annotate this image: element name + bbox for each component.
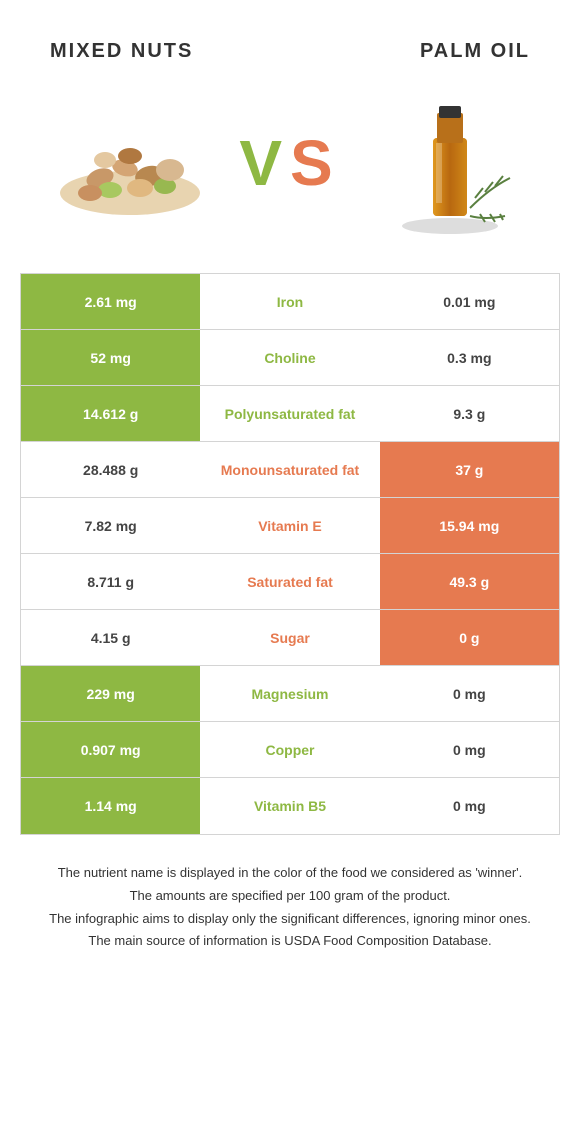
nutrient-name: Sugar — [200, 610, 379, 665]
left-value: 229 mg — [21, 666, 200, 721]
footer-line-3: The infographic aims to display only the… — [40, 909, 540, 930]
table-row: 8.711 gSaturated fat49.3 g — [21, 554, 559, 610]
right-value: 0 mg — [380, 778, 559, 834]
footer-line-2: The amounts are specified per 100 gram o… — [40, 886, 540, 907]
table-row: 52 mgCholine0.3 mg — [21, 330, 559, 386]
table-row: 229 mgMagnesium0 mg — [21, 666, 559, 722]
right-food-title: PALM OIL — [420, 40, 530, 63]
vs-s: S — [290, 127, 341, 199]
mixed-nuts-image — [50, 98, 210, 228]
right-value: 9.3 g — [380, 386, 559, 441]
table-row: 2.61 mgIron0.01 mg — [21, 274, 559, 330]
left-value: 52 mg — [21, 330, 200, 385]
vs-label: VS — [239, 126, 340, 200]
left-value: 14.612 g — [21, 386, 200, 441]
left-value: 0.907 mg — [21, 722, 200, 777]
left-value: 1.14 mg — [21, 778, 200, 834]
vs-v: V — [239, 127, 290, 199]
right-value: 49.3 g — [380, 554, 559, 609]
nutrient-name: Polyunsaturated fat — [200, 386, 379, 441]
left-value: 7.82 mg — [21, 498, 200, 553]
nutrient-name: Choline — [200, 330, 379, 385]
right-value: 0.01 mg — [380, 274, 559, 329]
table-row: 28.488 gMonounsaturated fat37 g — [21, 442, 559, 498]
footer-notes: The nutrient name is displayed in the co… — [20, 863, 560, 952]
table-row: 1.14 mgVitamin B50 mg — [21, 778, 559, 834]
right-value: 0.3 mg — [380, 330, 559, 385]
left-value: 4.15 g — [21, 610, 200, 665]
nutrient-name: Vitamin B5 — [200, 778, 379, 834]
nutrient-name: Magnesium — [200, 666, 379, 721]
footer-line-4: The main source of information is USDA F… — [40, 931, 540, 952]
left-food-title: MIXED NUTS — [50, 40, 193, 63]
right-value: 0 g — [380, 610, 559, 665]
nutrient-name: Iron — [200, 274, 379, 329]
right-value: 37 g — [380, 442, 559, 497]
footer-line-1: The nutrient name is displayed in the co… — [40, 863, 540, 884]
right-value: 0 mg — [380, 666, 559, 721]
header: MIXED NUTS PALM OIL — [20, 40, 560, 63]
nutrient-name: Monounsaturated fat — [200, 442, 379, 497]
nutrient-name: Vitamin E — [200, 498, 379, 553]
right-value: 0 mg — [380, 722, 559, 777]
table-row: 14.612 gPolyunsaturated fat9.3 g — [21, 386, 559, 442]
hero-row: VS — [20, 83, 560, 243]
left-value: 2.61 mg — [21, 274, 200, 329]
nutrient-name: Saturated fat — [200, 554, 379, 609]
left-value: 8.711 g — [21, 554, 200, 609]
comparison-table: 2.61 mgIron0.01 mg52 mgCholine0.3 mg14.6… — [20, 273, 560, 835]
nutrient-name: Copper — [200, 722, 379, 777]
table-row: 0.907 mgCopper0 mg — [21, 722, 559, 778]
table-row: 4.15 gSugar0 g — [21, 610, 559, 666]
right-value: 15.94 mg — [380, 498, 559, 553]
table-row: 7.82 mgVitamin E15.94 mg — [21, 498, 559, 554]
palm-oil-image — [370, 98, 530, 228]
left-value: 28.488 g — [21, 442, 200, 497]
